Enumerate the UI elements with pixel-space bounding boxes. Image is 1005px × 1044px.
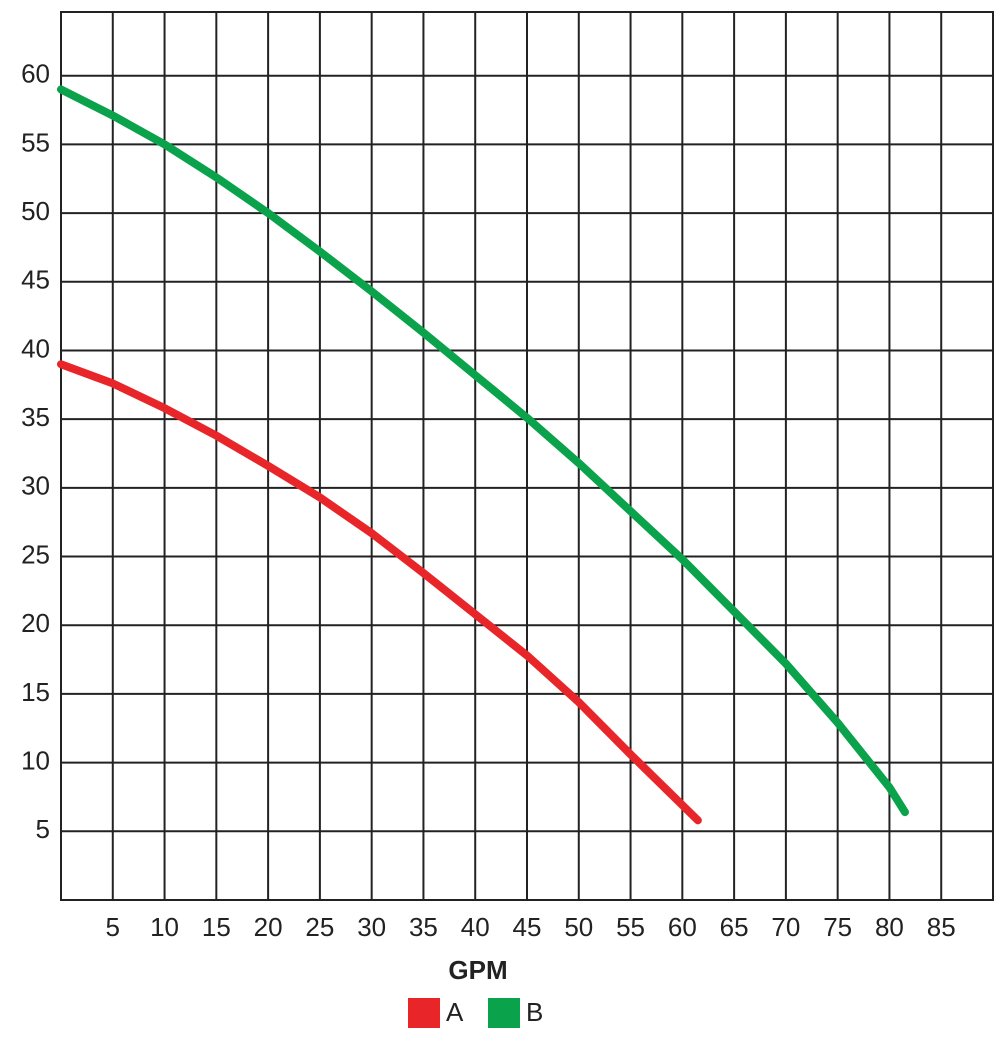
y-tick-label: 10 bbox=[21, 745, 50, 775]
x-tick-label: 65 bbox=[720, 912, 749, 942]
x-tick-label: 55 bbox=[616, 912, 645, 942]
x-tick-label: 10 bbox=[150, 912, 179, 942]
x-tick-label: 45 bbox=[513, 912, 542, 942]
x-axis-label: GPM bbox=[448, 955, 507, 985]
y-tick-label: 55 bbox=[21, 127, 50, 157]
y-tick-label: 5 bbox=[36, 814, 50, 844]
y-tick-label: 25 bbox=[21, 539, 50, 569]
x-tick-label: 5 bbox=[106, 912, 120, 942]
x-tick-label: 30 bbox=[357, 912, 386, 942]
series-line bbox=[57, 85, 909, 817]
x-tick-label: 80 bbox=[875, 912, 904, 942]
y-tick-label: 45 bbox=[21, 265, 50, 295]
y-tick-label: 35 bbox=[21, 402, 50, 432]
x-tick-label: 70 bbox=[771, 912, 800, 942]
x-tick-label: 25 bbox=[305, 912, 334, 942]
x-tick-label: 35 bbox=[409, 912, 438, 942]
x-tick-label: 40 bbox=[461, 912, 490, 942]
x-tick-label: 60 bbox=[668, 912, 697, 942]
x-tick-label: 15 bbox=[202, 912, 231, 942]
legend-swatch bbox=[488, 998, 520, 1028]
x-tick-label: 50 bbox=[564, 912, 593, 942]
y-tick-label: 40 bbox=[21, 333, 50, 363]
y-tick-label: 60 bbox=[21, 59, 50, 89]
y-tick-label: 50 bbox=[21, 196, 50, 226]
y-tick-label: 15 bbox=[21, 677, 50, 707]
y-tick-label: 30 bbox=[21, 471, 50, 501]
x-tick-label: 20 bbox=[254, 912, 283, 942]
series-line bbox=[57, 360, 702, 825]
x-tick-label: 85 bbox=[927, 912, 956, 942]
legend-label: B bbox=[526, 997, 543, 1027]
legend-swatch bbox=[408, 998, 440, 1028]
legend-label: A bbox=[446, 997, 464, 1027]
y-tick-label: 20 bbox=[21, 608, 50, 638]
x-tick-label: 75 bbox=[823, 912, 852, 942]
